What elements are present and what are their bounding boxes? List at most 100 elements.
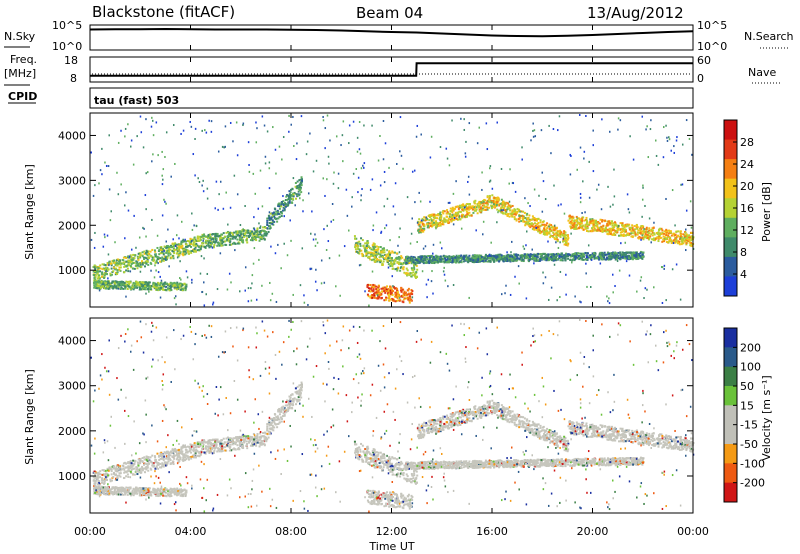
power-sample — [365, 247, 368, 250]
power-sample — [398, 251, 401, 254]
power-sample — [166, 246, 169, 249]
power-sample — [95, 271, 98, 274]
power-sample — [504, 209, 507, 212]
power-sample — [494, 254, 497, 257]
power-sample — [571, 255, 574, 258]
power-sample — [588, 196, 591, 199]
power-sample — [624, 234, 627, 237]
power-sample — [453, 259, 456, 262]
power-sample — [136, 286, 139, 289]
power-sample — [389, 289, 392, 292]
power-sample — [642, 229, 645, 232]
power-sample — [615, 258, 618, 261]
power-sample — [387, 294, 390, 297]
power-sample — [369, 188, 372, 191]
power-sample — [600, 225, 603, 228]
power-sample — [220, 244, 223, 247]
power-sample — [534, 227, 537, 230]
power-sample — [96, 277, 99, 280]
power-sample — [139, 261, 142, 264]
power-sample — [126, 281, 129, 284]
power-sample — [675, 263, 678, 266]
power-data-layer — [90, 113, 695, 307]
power-sample — [182, 238, 184, 241]
power-sample — [429, 200, 431, 203]
power-sample — [421, 217, 424, 220]
power-sample — [121, 284, 124, 287]
power-sample — [233, 231, 236, 234]
power-sample — [488, 255, 491, 258]
power-sample — [611, 224, 614, 227]
power-sample — [259, 226, 262, 229]
power-sample — [549, 228, 552, 231]
power-sample — [175, 245, 177, 248]
power-sample — [253, 216, 255, 219]
power-sample — [541, 223, 544, 226]
power-sample — [150, 262, 153, 265]
power-sample — [127, 259, 130, 262]
power-sample — [172, 247, 175, 250]
power-sample — [559, 235, 562, 238]
power-sample — [143, 281, 146, 284]
power-sample — [122, 261, 125, 264]
power-sample — [405, 262, 408, 265]
power-sample — [207, 243, 210, 246]
power-sample — [241, 236, 244, 239]
power-sample — [430, 261, 433, 264]
power-sample — [524, 222, 527, 225]
power-sample — [543, 225, 546, 228]
power-sample — [168, 252, 171, 255]
power-sample — [589, 220, 592, 223]
power-sample — [485, 201, 488, 204]
power-sample — [552, 226, 555, 229]
power-sample — [501, 202, 504, 205]
power-sample — [369, 290, 372, 293]
power-sample — [203, 233, 206, 236]
power-sample — [139, 115, 142, 118]
power-sample — [679, 237, 682, 240]
power-sample — [204, 241, 207, 244]
power-sample — [690, 244, 693, 247]
power-sample — [500, 209, 502, 212]
power-sample — [524, 197, 526, 200]
power-sample — [511, 204, 514, 207]
power-sample — [527, 202, 529, 205]
power-sample — [417, 261, 420, 264]
power-sample — [377, 290, 380, 293]
power-sample — [214, 207, 217, 210]
power-sample — [593, 228, 596, 231]
power-sample — [529, 205, 531, 208]
power-sample — [391, 250, 394, 253]
power-sample — [526, 212, 529, 215]
power-sample — [141, 285, 144, 288]
power-sample — [601, 251, 604, 254]
power-sample — [240, 233, 243, 236]
power-sample — [194, 174, 196, 177]
power-sample — [373, 243, 376, 246]
power-sample — [599, 262, 602, 265]
power-sample — [414, 275, 417, 278]
power-sample — [122, 259, 125, 262]
power-sample — [96, 269, 99, 272]
power-sample — [298, 179, 301, 182]
power-sample — [633, 253, 636, 256]
power-sample — [145, 208, 147, 211]
power-sample — [553, 226, 556, 229]
power-sample — [377, 159, 380, 162]
power-sample — [178, 245, 181, 248]
power-sample — [600, 256, 603, 259]
power-sample — [399, 269, 402, 272]
power-sample — [524, 257, 527, 260]
power-sample — [248, 236, 251, 239]
power-sample — [262, 229, 265, 232]
power-sample — [446, 209, 449, 212]
power-sample — [643, 231, 646, 234]
power-sample — [164, 200, 166, 203]
power-sample — [103, 274, 106, 277]
power-sample — [518, 282, 520, 285]
power-sample — [224, 125, 227, 128]
power-sample — [440, 258, 443, 261]
power-sample — [401, 267, 404, 270]
power-sample — [592, 129, 594, 132]
power-sample — [389, 285, 392, 288]
